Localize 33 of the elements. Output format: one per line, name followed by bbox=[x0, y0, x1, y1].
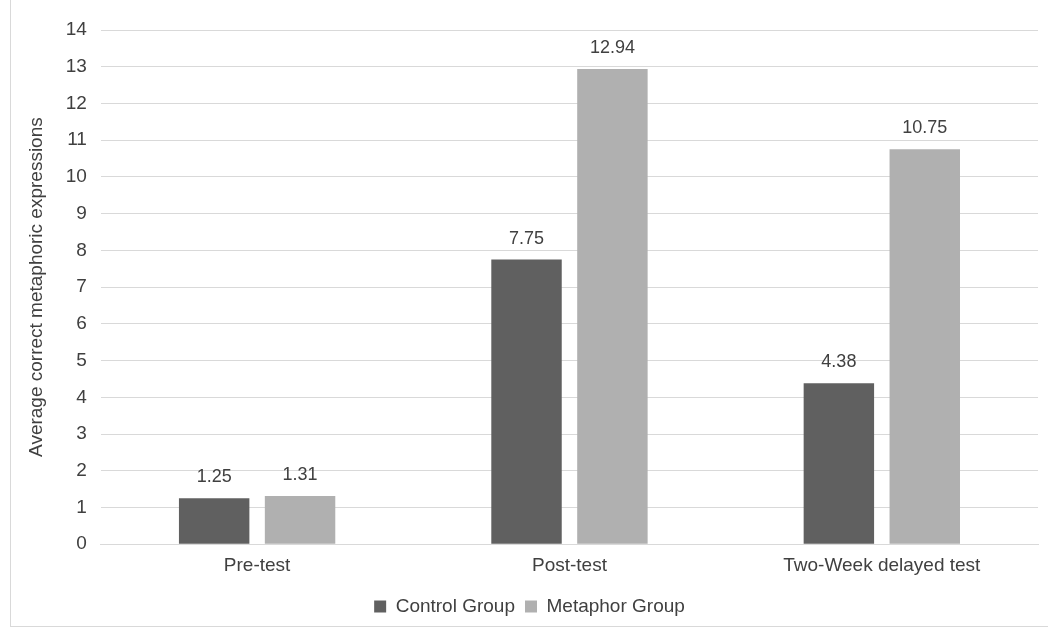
data-label: 7.75 bbox=[508, 227, 545, 248]
y-tick-label: 12 bbox=[65, 91, 87, 113]
y-tick-label: 2 bbox=[76, 458, 87, 480]
bar bbox=[264, 496, 336, 544]
y-tick-label: 14 bbox=[65, 18, 88, 40]
y-tick-label: 11 bbox=[67, 128, 87, 150]
bar bbox=[178, 498, 250, 544]
x-tick-label: Pre-test bbox=[223, 553, 292, 575]
y-tick-label: 9 bbox=[76, 201, 87, 223]
data-label: 12.94 bbox=[589, 36, 635, 57]
y-tick-label: 1 bbox=[76, 495, 87, 517]
bar bbox=[803, 383, 875, 544]
data-label: 1.25 bbox=[196, 466, 232, 487]
bar bbox=[491, 259, 562, 544]
legend-label: Control Group bbox=[395, 594, 515, 616]
y-tick-label: 8 bbox=[76, 238, 87, 260]
y-tick-label: 6 bbox=[76, 312, 87, 334]
y-tick-label: 4 bbox=[76, 385, 88, 407]
y-tick-label: 5 bbox=[76, 348, 87, 370]
y-tick-label: 7 bbox=[76, 275, 87, 297]
x-tick-label: Two-Week delayed test bbox=[783, 553, 982, 575]
y-axis-title: Average correct metaphoric expressions bbox=[24, 117, 46, 457]
legend-label: Metaphor Group bbox=[546, 594, 685, 616]
y-tick-label: 13 bbox=[65, 54, 87, 76]
y-tick-label: 0 bbox=[76, 532, 87, 554]
y-tick-label: 10 bbox=[65, 165, 87, 187]
bar bbox=[577, 68, 648, 544]
data-label: 1.31 bbox=[282, 464, 318, 485]
bar bbox=[889, 149, 960, 544]
data-label: 4.38 bbox=[821, 351, 857, 372]
y-tick-label: 3 bbox=[76, 422, 87, 444]
x-tick-label: Post-test bbox=[531, 553, 608, 575]
data-label: 10.75 bbox=[902, 117, 948, 138]
